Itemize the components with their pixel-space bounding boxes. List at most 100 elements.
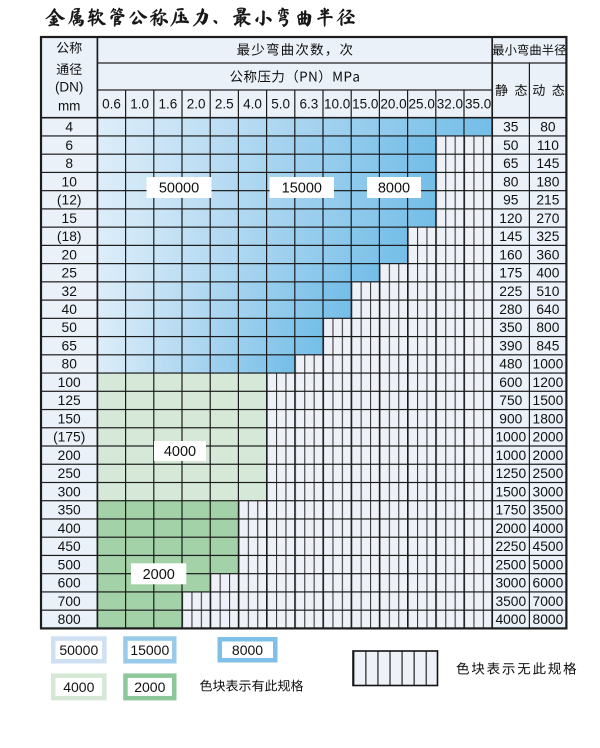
- svg-text:125: 125: [58, 393, 81, 408]
- svg-text:145: 145: [536, 156, 559, 171]
- svg-text:1500: 1500: [495, 484, 526, 499]
- svg-text:80: 80: [503, 174, 519, 189]
- svg-text:1500: 1500: [533, 393, 564, 408]
- svg-text:2000: 2000: [134, 679, 165, 695]
- svg-text:510: 510: [536, 284, 559, 299]
- svg-text:600: 600: [58, 576, 81, 591]
- svg-text:15000: 15000: [282, 181, 322, 197]
- svg-text:200: 200: [58, 448, 81, 463]
- svg-text:50: 50: [503, 138, 519, 153]
- svg-text:8000: 8000: [533, 612, 564, 627]
- svg-text:80: 80: [62, 357, 78, 372]
- svg-text:4000: 4000: [533, 521, 564, 536]
- svg-text:8000: 8000: [378, 181, 410, 197]
- svg-text:2500: 2500: [533, 466, 564, 481]
- svg-text:4000: 4000: [164, 444, 196, 460]
- svg-text:600: 600: [499, 375, 522, 390]
- svg-text:32: 32: [62, 284, 77, 299]
- svg-text:mm: mm: [58, 99, 81, 114]
- svg-text:(175): (175): [53, 430, 85, 445]
- svg-text:480: 480: [499, 357, 522, 372]
- svg-text:160: 160: [499, 247, 522, 262]
- svg-text:4000: 4000: [63, 679, 94, 695]
- svg-text:2000: 2000: [495, 521, 526, 536]
- svg-text:4000: 4000: [495, 612, 526, 627]
- svg-text:175: 175: [499, 266, 522, 281]
- svg-text:3500: 3500: [533, 503, 564, 518]
- svg-text:2.0: 2.0: [187, 97, 206, 112]
- svg-text:3500: 3500: [495, 594, 526, 609]
- svg-text:50: 50: [62, 320, 78, 335]
- svg-text:20: 20: [62, 247, 78, 262]
- svg-text:325: 325: [536, 229, 559, 244]
- svg-text:0.6: 0.6: [102, 97, 121, 112]
- svg-text:1000: 1000: [533, 357, 564, 372]
- svg-text:150: 150: [58, 411, 81, 426]
- svg-text:640: 640: [536, 302, 559, 317]
- svg-text:95: 95: [503, 193, 519, 208]
- svg-text:4.0: 4.0: [243, 97, 262, 112]
- svg-text:15.0: 15.0: [352, 97, 378, 112]
- svg-text:25: 25: [62, 266, 78, 281]
- svg-text:2250: 2250: [495, 539, 526, 554]
- svg-text:35.0: 35.0: [465, 97, 491, 112]
- svg-text:50000: 50000: [59, 642, 98, 658]
- svg-text:8000: 8000: [232, 642, 263, 658]
- svg-text:180: 180: [536, 174, 559, 189]
- svg-text:2500: 2500: [495, 557, 526, 572]
- svg-text:280: 280: [499, 302, 522, 317]
- svg-text:700: 700: [58, 594, 81, 609]
- svg-text:145: 145: [499, 229, 522, 244]
- svg-text:1.0: 1.0: [130, 97, 149, 112]
- svg-text:6.3: 6.3: [300, 97, 319, 112]
- svg-text:1250: 1250: [495, 466, 526, 481]
- svg-text:390: 390: [499, 339, 522, 354]
- svg-text:350: 350: [499, 320, 522, 335]
- svg-text:7000: 7000: [533, 594, 564, 609]
- svg-text:360: 360: [536, 247, 559, 262]
- svg-text:500: 500: [58, 557, 81, 572]
- svg-text:20.0: 20.0: [380, 97, 406, 112]
- svg-text:6000: 6000: [533, 576, 564, 591]
- svg-text:4500: 4500: [533, 539, 564, 554]
- svg-text:250: 250: [58, 466, 81, 481]
- svg-text:65: 65: [62, 339, 78, 354]
- svg-text:40: 40: [62, 302, 78, 317]
- svg-text:1000: 1000: [495, 430, 526, 445]
- svg-text:2.5: 2.5: [215, 97, 234, 112]
- svg-text:900: 900: [499, 411, 522, 426]
- svg-text:1750: 1750: [495, 503, 526, 518]
- svg-text:5.0: 5.0: [271, 97, 290, 112]
- svg-text:50000: 50000: [159, 181, 199, 197]
- svg-text:110: 110: [537, 138, 559, 153]
- svg-text:400: 400: [58, 521, 81, 536]
- svg-text:80: 80: [540, 120, 556, 135]
- svg-text:2000: 2000: [533, 430, 564, 445]
- svg-text:450: 450: [58, 539, 81, 554]
- svg-text:800: 800: [58, 612, 81, 627]
- svg-text:8: 8: [65, 156, 73, 171]
- svg-text:2000: 2000: [143, 567, 175, 583]
- svg-text:10.0: 10.0: [324, 97, 350, 112]
- svg-text:(18): (18): [57, 229, 82, 244]
- svg-text:350: 350: [58, 503, 81, 518]
- svg-text:6: 6: [65, 138, 73, 153]
- svg-text:1000: 1000: [495, 448, 526, 463]
- svg-text:(12): (12): [57, 193, 82, 208]
- svg-text:32.0: 32.0: [437, 97, 463, 112]
- svg-text:3000: 3000: [495, 576, 526, 591]
- svg-text:10: 10: [62, 174, 78, 189]
- svg-text:3000: 3000: [533, 484, 564, 499]
- svg-text:100: 100: [58, 375, 81, 390]
- svg-text:300: 300: [58, 484, 81, 499]
- svg-text:15000: 15000: [130, 642, 169, 658]
- svg-text:270: 270: [536, 211, 559, 226]
- svg-text:5000: 5000: [533, 557, 564, 572]
- svg-text:750: 750: [499, 393, 522, 408]
- svg-text:1200: 1200: [533, 375, 564, 390]
- svg-text:1800: 1800: [533, 411, 564, 426]
- svg-text:2000: 2000: [533, 448, 564, 463]
- svg-text:225: 225: [499, 284, 522, 299]
- svg-text:1.6: 1.6: [159, 97, 178, 112]
- svg-text:215: 215: [536, 193, 559, 208]
